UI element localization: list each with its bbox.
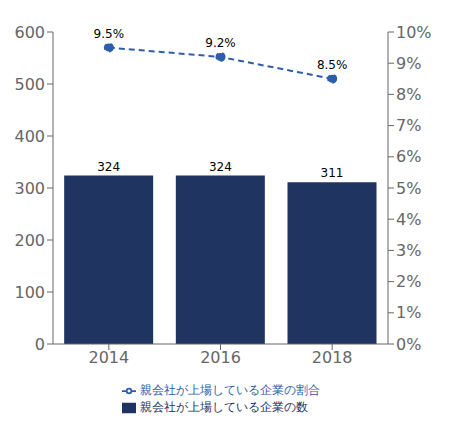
svg-text:9.2%: 9.2%: [205, 36, 236, 50]
svg-text:2014: 2014: [88, 348, 129, 367]
svg-text:7%: 7%: [396, 116, 421, 135]
html-text:親会社が上場している企業の数: 親会社が上場している企業の数: [139, 400, 308, 414]
svg-text:2%: 2%: [396, 272, 421, 291]
svg-text:600: 600: [14, 23, 45, 42]
svg-text:311: 311: [321, 166, 344, 180]
svg-text:8.5%: 8.5%: [317, 58, 348, 72]
svg-text:4%: 4%: [396, 210, 421, 229]
svg-text:5%: 5%: [396, 179, 421, 198]
svg-text:1%: 1%: [396, 303, 421, 322]
svg-text:300: 300: [14, 179, 45, 198]
svg-text:0: 0: [35, 335, 45, 354]
svg-text:8%: 8%: [396, 85, 421, 104]
svg-text:6%: 6%: [396, 147, 421, 166]
html-text:親会社が上場している企業の割合: 親会社が上場している企業の割合: [139, 383, 320, 397]
svg-text:9.5%: 9.5%: [94, 27, 125, 41]
svg-text:324: 324: [209, 160, 232, 174]
svg-text:324: 324: [97, 160, 120, 174]
svg-text:400: 400: [14, 127, 45, 146]
svg-text:3%: 3%: [396, 241, 421, 260]
svg-text:9%: 9%: [396, 54, 421, 73]
svg-text:200: 200: [14, 231, 45, 250]
svg-text:500: 500: [14, 75, 45, 94]
svg-text:10%: 10%: [396, 23, 432, 42]
svg-text:100: 100: [14, 283, 45, 302]
svg-text:2018: 2018: [312, 348, 353, 367]
svg-text:0%: 0%: [396, 335, 421, 354]
svg-text:2016: 2016: [200, 348, 241, 367]
